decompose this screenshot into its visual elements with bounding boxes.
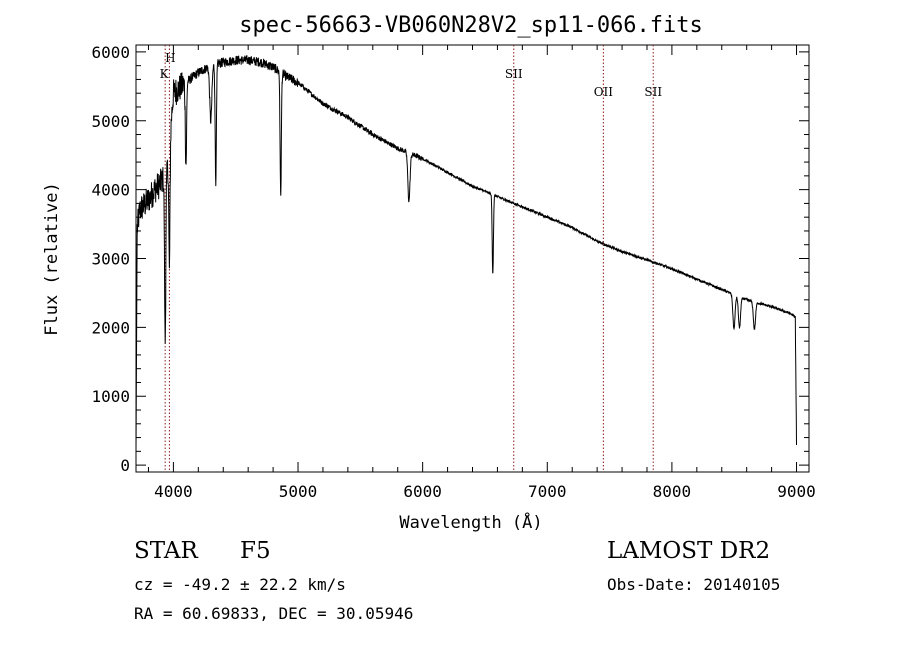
obs-date-text: Obs-Date: 20140105 bbox=[607, 575, 781, 594]
chart-title: spec-56663-VB060N28V2_sp11-066.fits bbox=[239, 13, 703, 38]
y-tick-label: 0 bbox=[120, 456, 130, 475]
y-axis-label: Flux (relative) bbox=[42, 182, 62, 336]
spectrum-line bbox=[135, 55, 797, 452]
line-marker-label: SII bbox=[505, 67, 523, 81]
line-marker-label: SII bbox=[644, 85, 662, 99]
y-tick-label: 4000 bbox=[91, 181, 130, 200]
survey-label: LAMOST DR2 bbox=[607, 538, 771, 564]
coordinates-text: RA = 60.69833, DEC = 30.05946 bbox=[134, 604, 414, 623]
x-tick-label: 4000 bbox=[154, 482, 193, 501]
x-tick-label: 8000 bbox=[653, 482, 692, 501]
y-tick-label: 2000 bbox=[91, 318, 130, 337]
line-marker-label: K bbox=[160, 67, 170, 81]
line-marker-label: OII bbox=[594, 85, 614, 99]
line-marker-label: H bbox=[165, 51, 175, 65]
object-class: STAR bbox=[134, 538, 198, 564]
y-tick-label: 1000 bbox=[91, 387, 130, 406]
object-subclass: F5 bbox=[240, 538, 271, 564]
redshift-text: cz = -49.2 ± 22.2 km/s bbox=[134, 575, 346, 594]
y-tick-label: 6000 bbox=[91, 43, 130, 62]
line-marker-layer: KH SII OII SII bbox=[160, 45, 662, 472]
axis-tick-layer: 4000 5000 6000 7000 8000 9000 0 1000 2000 3000 400… bbox=[91, 43, 815, 501]
x-tick-label: 5000 bbox=[279, 482, 318, 501]
x-tick-label: 9000 bbox=[777, 482, 816, 501]
x-tick-label: 6000 bbox=[403, 482, 442, 501]
plot-frame bbox=[135, 44, 810, 473]
y-tick-label: 3000 bbox=[91, 250, 130, 269]
y-tick-label: 5000 bbox=[91, 112, 130, 131]
x-axis-label: Wavelength (Å) bbox=[399, 511, 542, 533]
x-tick-label: 7000 bbox=[528, 482, 567, 501]
